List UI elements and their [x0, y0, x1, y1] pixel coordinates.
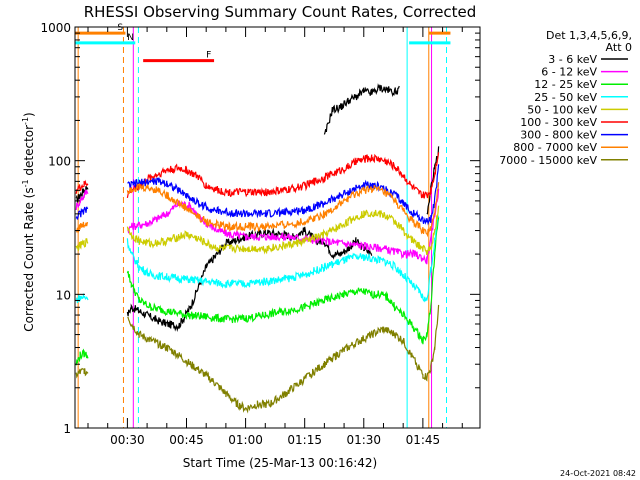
series-line-7 — [75, 182, 440, 238]
y-tick-label-0: 1 — [63, 422, 71, 436]
legend-label-1: 6 - 12 keV — [541, 66, 597, 79]
legend-label-2: 12 - 25 keV — [534, 78, 597, 91]
series-line-8 — [75, 304, 440, 414]
series-line-5 — [75, 152, 440, 199]
x-tick-label-2: 01:00 — [228, 433, 263, 447]
footer-date: 24-Oct-2021 08:42 — [560, 469, 636, 478]
legend-label-5: 100 - 300 keV — [520, 116, 597, 129]
flag-label-F: F — [206, 51, 211, 61]
x-tick-label-3: 01:15 — [287, 433, 322, 447]
plot-content: SN F — [75, 23, 451, 428]
y-axis-label-main: Corrected Count Rate (s — [22, 187, 36, 331]
y-tick-label-2: 100 — [48, 155, 71, 169]
y-axis-label-mid: detector — [22, 125, 36, 180]
series-line-3 — [75, 214, 440, 304]
legend-label-3: 25 - 50 keV — [534, 91, 597, 104]
legend-label-6: 300 - 800 keV — [520, 129, 597, 142]
x-axis-label: Start Time (25-Mar-13 00:16:42) — [183, 456, 377, 470]
series-line-0 — [75, 146, 440, 332]
legend-label-4: 50 - 100 keV — [527, 103, 597, 116]
series-line-0-b — [323, 83, 400, 135]
x-tick-label-0: 00:30 — [110, 433, 145, 447]
chart-title: RHESSI Observing Summary Count Rates, Co… — [84, 3, 477, 21]
x-tick-label-5: 01:45 — [406, 433, 441, 447]
y-tick-label-3: 1000 — [40, 21, 71, 35]
series-line-2 — [75, 217, 440, 366]
y-tick-label-1: 10 — [56, 288, 71, 302]
plot-inner — [75, 27, 451, 428]
y-axis-label-sup2: -1 — [21, 117, 30, 125]
y-axis-label: Corrected Count Rate (s-1 detector-1) — [21, 112, 36, 331]
y-axis-label-end: ) — [22, 112, 36, 117]
x-tick-label-4: 01:30 — [346, 433, 381, 447]
legend-label-8: 7000 - 15000 keV — [499, 154, 597, 167]
plot-frame — [74, 26, 481, 429]
x-tick-label-1: 00:45 — [169, 433, 204, 447]
y-axis-label-sup1: -1 — [21, 179, 30, 187]
axes: 1 10 100 1000 00:30 00:45 01:00 01:15 01:30 01:45 — [40, 21, 481, 447]
flag-label-N: N — [127, 33, 134, 43]
legend-header-line1: Det 1,3,4,5,6,9, — [546, 29, 632, 42]
flag-label-S: S — [117, 23, 123, 33]
legend-label-7: 800 - 7000 keV — [513, 141, 597, 154]
legend-header-line2: Att 0 — [606, 41, 632, 54]
series-line-4 — [75, 205, 440, 256]
legend-label-0: 3 - 6 keV — [548, 53, 597, 66]
